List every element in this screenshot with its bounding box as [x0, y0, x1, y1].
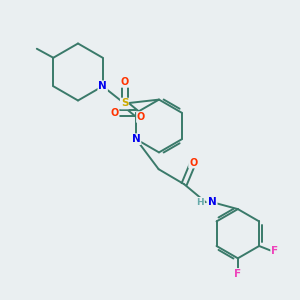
Text: O: O: [110, 108, 119, 118]
Text: O: O: [137, 112, 145, 122]
Text: N: N: [98, 81, 107, 91]
Text: F: F: [271, 245, 278, 256]
Text: O: O: [120, 77, 129, 87]
Text: N: N: [208, 197, 217, 207]
Text: F: F: [234, 269, 242, 279]
Text: O: O: [189, 158, 197, 168]
Text: N: N: [132, 134, 140, 144]
Text: S: S: [121, 98, 128, 109]
Text: H: H: [196, 198, 204, 207]
